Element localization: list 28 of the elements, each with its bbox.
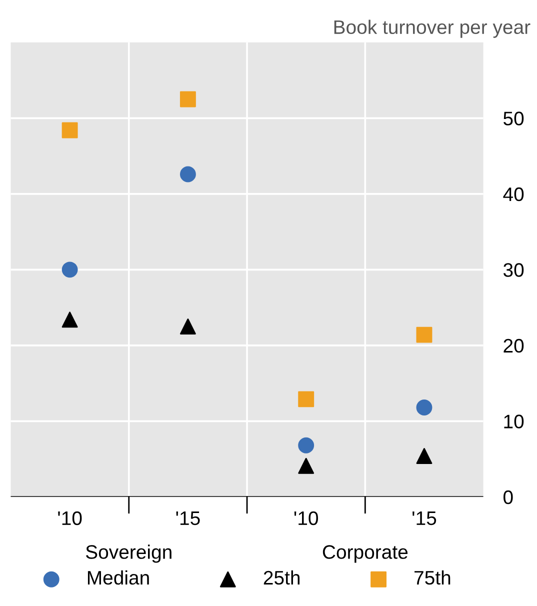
point	[62, 122, 78, 138]
point	[62, 262, 78, 278]
y-axis-title: Book turnover per year	[334, 20, 530, 38]
point	[298, 391, 314, 408]
y-tick-label: 20	[504, 338, 524, 353]
point	[180, 91, 196, 108]
x-tick-label: '10	[294, 511, 318, 526]
legend-label: Median	[88, 570, 149, 585]
y-tick-label: 50	[504, 112, 524, 126]
x-tick-label: '10	[58, 511, 82, 526]
point	[180, 166, 196, 182]
x-tick-label: '15	[412, 512, 436, 526]
y-tick-label: 0	[504, 490, 513, 504]
point	[416, 400, 432, 416]
y-tick-label: 30	[503, 263, 524, 277]
point	[180, 318, 196, 334]
text: Sovereign	[86, 544, 172, 563]
point	[298, 458, 314, 474]
legend-label: 75th	[414, 570, 450, 585]
point	[298, 437, 314, 454]
y-tick-label: 10	[504, 414, 524, 428]
point	[416, 326, 432, 343]
point	[416, 448, 432, 464]
text: Corporate	[322, 545, 408, 563]
y-tick-label: 40	[503, 187, 524, 202]
legend-label: 25th	[264, 570, 300, 585]
x-tick-label: '15	[176, 512, 200, 526]
point	[62, 312, 78, 328]
